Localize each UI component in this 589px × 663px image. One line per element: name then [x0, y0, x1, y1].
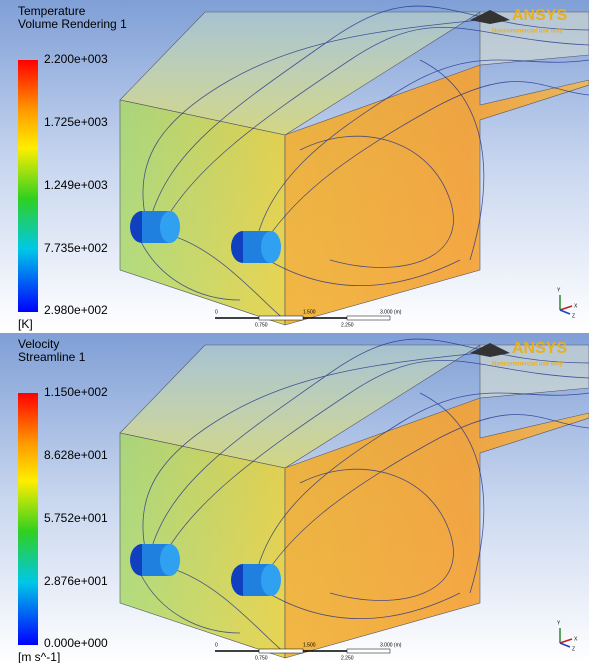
legend-label: 0.000e+000	[44, 636, 108, 650]
logo: ANSYS	[512, 340, 567, 357]
legend-label: 1.249e+003	[44, 178, 108, 192]
legend-label: 1.725e+003	[44, 115, 108, 129]
legend-label: 7.735e+002	[44, 241, 108, 255]
logo: ANSYS	[512, 7, 567, 24]
legend-label: 5.752e+001	[44, 511, 108, 525]
panel-render	[0, 333, 589, 663]
scale-label: 0.750	[255, 322, 268, 328]
scale-label: 1.500	[303, 309, 316, 315]
scale-label: 0	[215, 309, 218, 315]
legend-label: 8.628e+001	[44, 448, 108, 462]
logo-note: Noncommercial use only	[492, 362, 564, 368]
legend-unit: [K]	[18, 317, 33, 331]
scale-label: 0.750	[255, 655, 268, 661]
panel-subtitle: Streamline 1	[18, 350, 86, 364]
panel-title: Temperature	[18, 4, 86, 18]
scale-label: 2.250	[341, 655, 354, 661]
scale-label: 1.500	[303, 642, 316, 648]
legend-unit: [m s^-1]	[18, 650, 60, 663]
scale-label: 0	[215, 642, 218, 648]
panel-render	[0, 0, 589, 330]
axis-label: Z	[572, 313, 575, 319]
legend-label: 2.876e+001	[44, 574, 108, 588]
legend-label: 1.150e+002	[44, 385, 108, 399]
panel-title: Velocity	[18, 337, 59, 351]
scale-label: 3.000 (m)	[380, 309, 402, 315]
screen: TemperatureVolume Rendering 1 2.200e+003 1…	[0, 0, 589, 663]
logo-note: Noncommercial use only	[492, 29, 564, 35]
panel-subtitle: Volume Rendering 1	[18, 17, 127, 31]
legend-label: 2.200e+003	[44, 52, 108, 66]
legend-label: 2.980e+002	[44, 303, 108, 317]
scale-label: 2.250	[341, 322, 354, 328]
scale-label: 3.000 (m)	[380, 642, 402, 648]
axis-label: Z	[572, 646, 575, 652]
